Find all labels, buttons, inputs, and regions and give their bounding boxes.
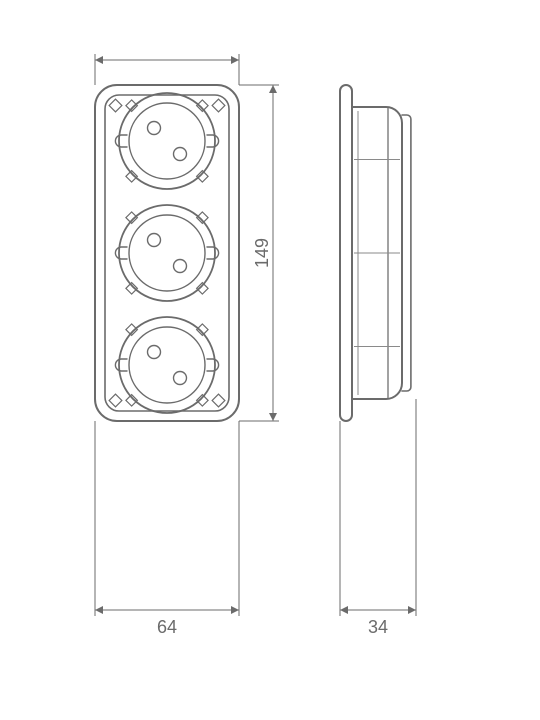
side-view — [340, 85, 411, 421]
front-view — [95, 85, 239, 421]
dim-height-label: 149 — [252, 238, 272, 268]
dim-width-side-label: 34 — [368, 617, 388, 637]
dim-width-front-label: 64 — [157, 617, 177, 637]
